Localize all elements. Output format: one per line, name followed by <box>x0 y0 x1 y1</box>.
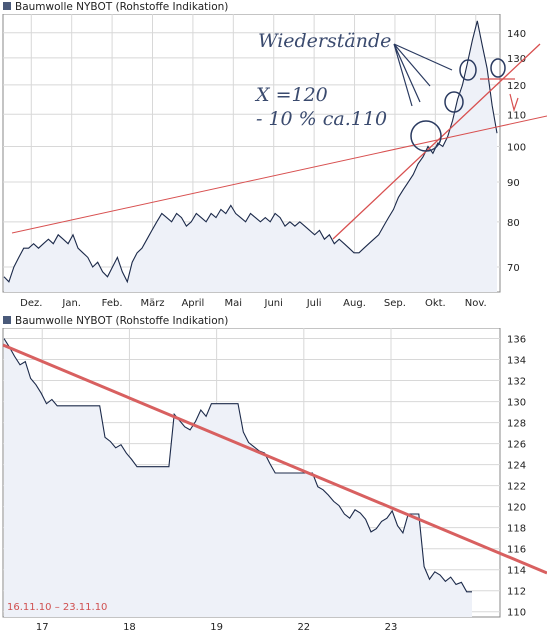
bottom-y-tick-label: 120 <box>507 503 526 514</box>
top-series-area <box>4 20 497 293</box>
top-x-tick-label: Okt. <box>425 298 446 309</box>
top-resistance-pointers <box>393 43 453 107</box>
bottom-series-area <box>4 338 472 617</box>
top-series-line <box>3 20 498 284</box>
bottom-chart-title: Baumwolle NYBOT (Rohstoffe Indikation) <box>3 314 228 328</box>
top-x-tick-label: Aug. <box>343 298 366 309</box>
top-x-tick-label: Dez. <box>20 298 42 309</box>
top-y-tick-label: 140 <box>507 29 526 40</box>
bottom-y-tick-label: 116 <box>507 545 526 556</box>
bottom-y-tick-label: 134 <box>507 356 526 367</box>
bottom-y-tick-label: 112 <box>507 587 526 598</box>
bottom-y-tick-label: 124 <box>507 461 526 472</box>
bottom-y-tick-label: 130 <box>507 398 526 409</box>
bottom-x-tick-label: 18 <box>123 622 136 632</box>
top-projection-mark <box>509 93 519 113</box>
top-x-tick-label: April <box>181 298 204 309</box>
top-resistance-circle-2 <box>444 91 464 113</box>
bottom-x-tick-label: 23 <box>385 622 398 632</box>
top-y-tick-label: 70 <box>507 263 520 274</box>
chart-square-icon <box>3 2 11 10</box>
bottom-date-range-label: 16.11.10 – 23.11.10 <box>7 602 107 613</box>
chart-square-icon <box>3 316 11 324</box>
top-y-tick-label: 90 <box>507 178 520 189</box>
top-resistance-circle-1 <box>410 120 442 152</box>
bottom-y-tick-label: 118 <box>507 524 526 535</box>
top-resistance-circle-4 <box>490 58 506 78</box>
bottom-series-line <box>3 338 472 593</box>
top-chart: Dez. Jan. Feb. März April Mai Juni Juli Aug. Sep.… <box>2 14 547 309</box>
bottom-y-tick-label: 110 <box>507 608 526 619</box>
bottom-chart-title-text: Baumwolle NYBOT (Rohstoffe Indikation) <box>15 315 229 327</box>
bottom-y-tick-label: 114 <box>507 566 526 577</box>
bottom-x-tick-label: 17 <box>36 622 49 632</box>
top-x-tick-label: Sep. <box>384 298 406 309</box>
bottom-downtrend-line <box>2 343 547 575</box>
top-x-tick-label: Nov. <box>465 298 487 309</box>
top-annotation-resistance: Wiederstände <box>258 30 391 52</box>
bottom-y-tick-label: 136 <box>507 335 526 346</box>
top-y-tick-label: 130 <box>507 54 526 65</box>
top-chart-title: Baumwolle NYBOT (Rohstoffe Indikation) <box>3 0 228 14</box>
top-x-tick-label: Jan. <box>61 298 81 309</box>
bottom-x-tick-label: 22 <box>297 622 310 632</box>
bottom-y-tick-label: 128 <box>507 419 526 430</box>
top-rising-trendline <box>332 43 541 240</box>
top-annotation-target-1: X =120 <box>254 84 328 106</box>
top-annotation-target-2: - 10 % ca.110 <box>256 108 387 130</box>
top-y-tick-label: 120 <box>507 81 526 92</box>
bottom-x-tick-label: 19 <box>210 622 223 632</box>
bottom-y-tick-label: 122 <box>507 482 526 493</box>
bottom-y-tick-label: 126 <box>507 440 526 451</box>
top-y-tick-label: 100 <box>507 142 526 153</box>
top-y-tick-label: 80 <box>507 218 520 229</box>
top-chart-title-text: Baumwolle NYBOT (Rohstoffe Indikation) <box>15 1 229 13</box>
top-x-tick-label: Juni <box>264 298 283 309</box>
top-y-tick-label: 110 <box>507 110 526 121</box>
top-x-tick-label: Feb. <box>102 298 123 309</box>
top-x-tick-label: Juli <box>306 298 322 309</box>
bottom-y-tick-label: 132 <box>507 377 526 388</box>
top-support-trendline <box>11 115 547 234</box>
top-x-tick-label: März <box>140 298 164 309</box>
bottom-chart: 17 18 19 22 23 110 112 114 116 118 120 122 124 126 128… <box>2 328 547 632</box>
top-resistance-circle-3 <box>459 59 477 81</box>
top-x-tick-label: Mai <box>225 298 243 309</box>
